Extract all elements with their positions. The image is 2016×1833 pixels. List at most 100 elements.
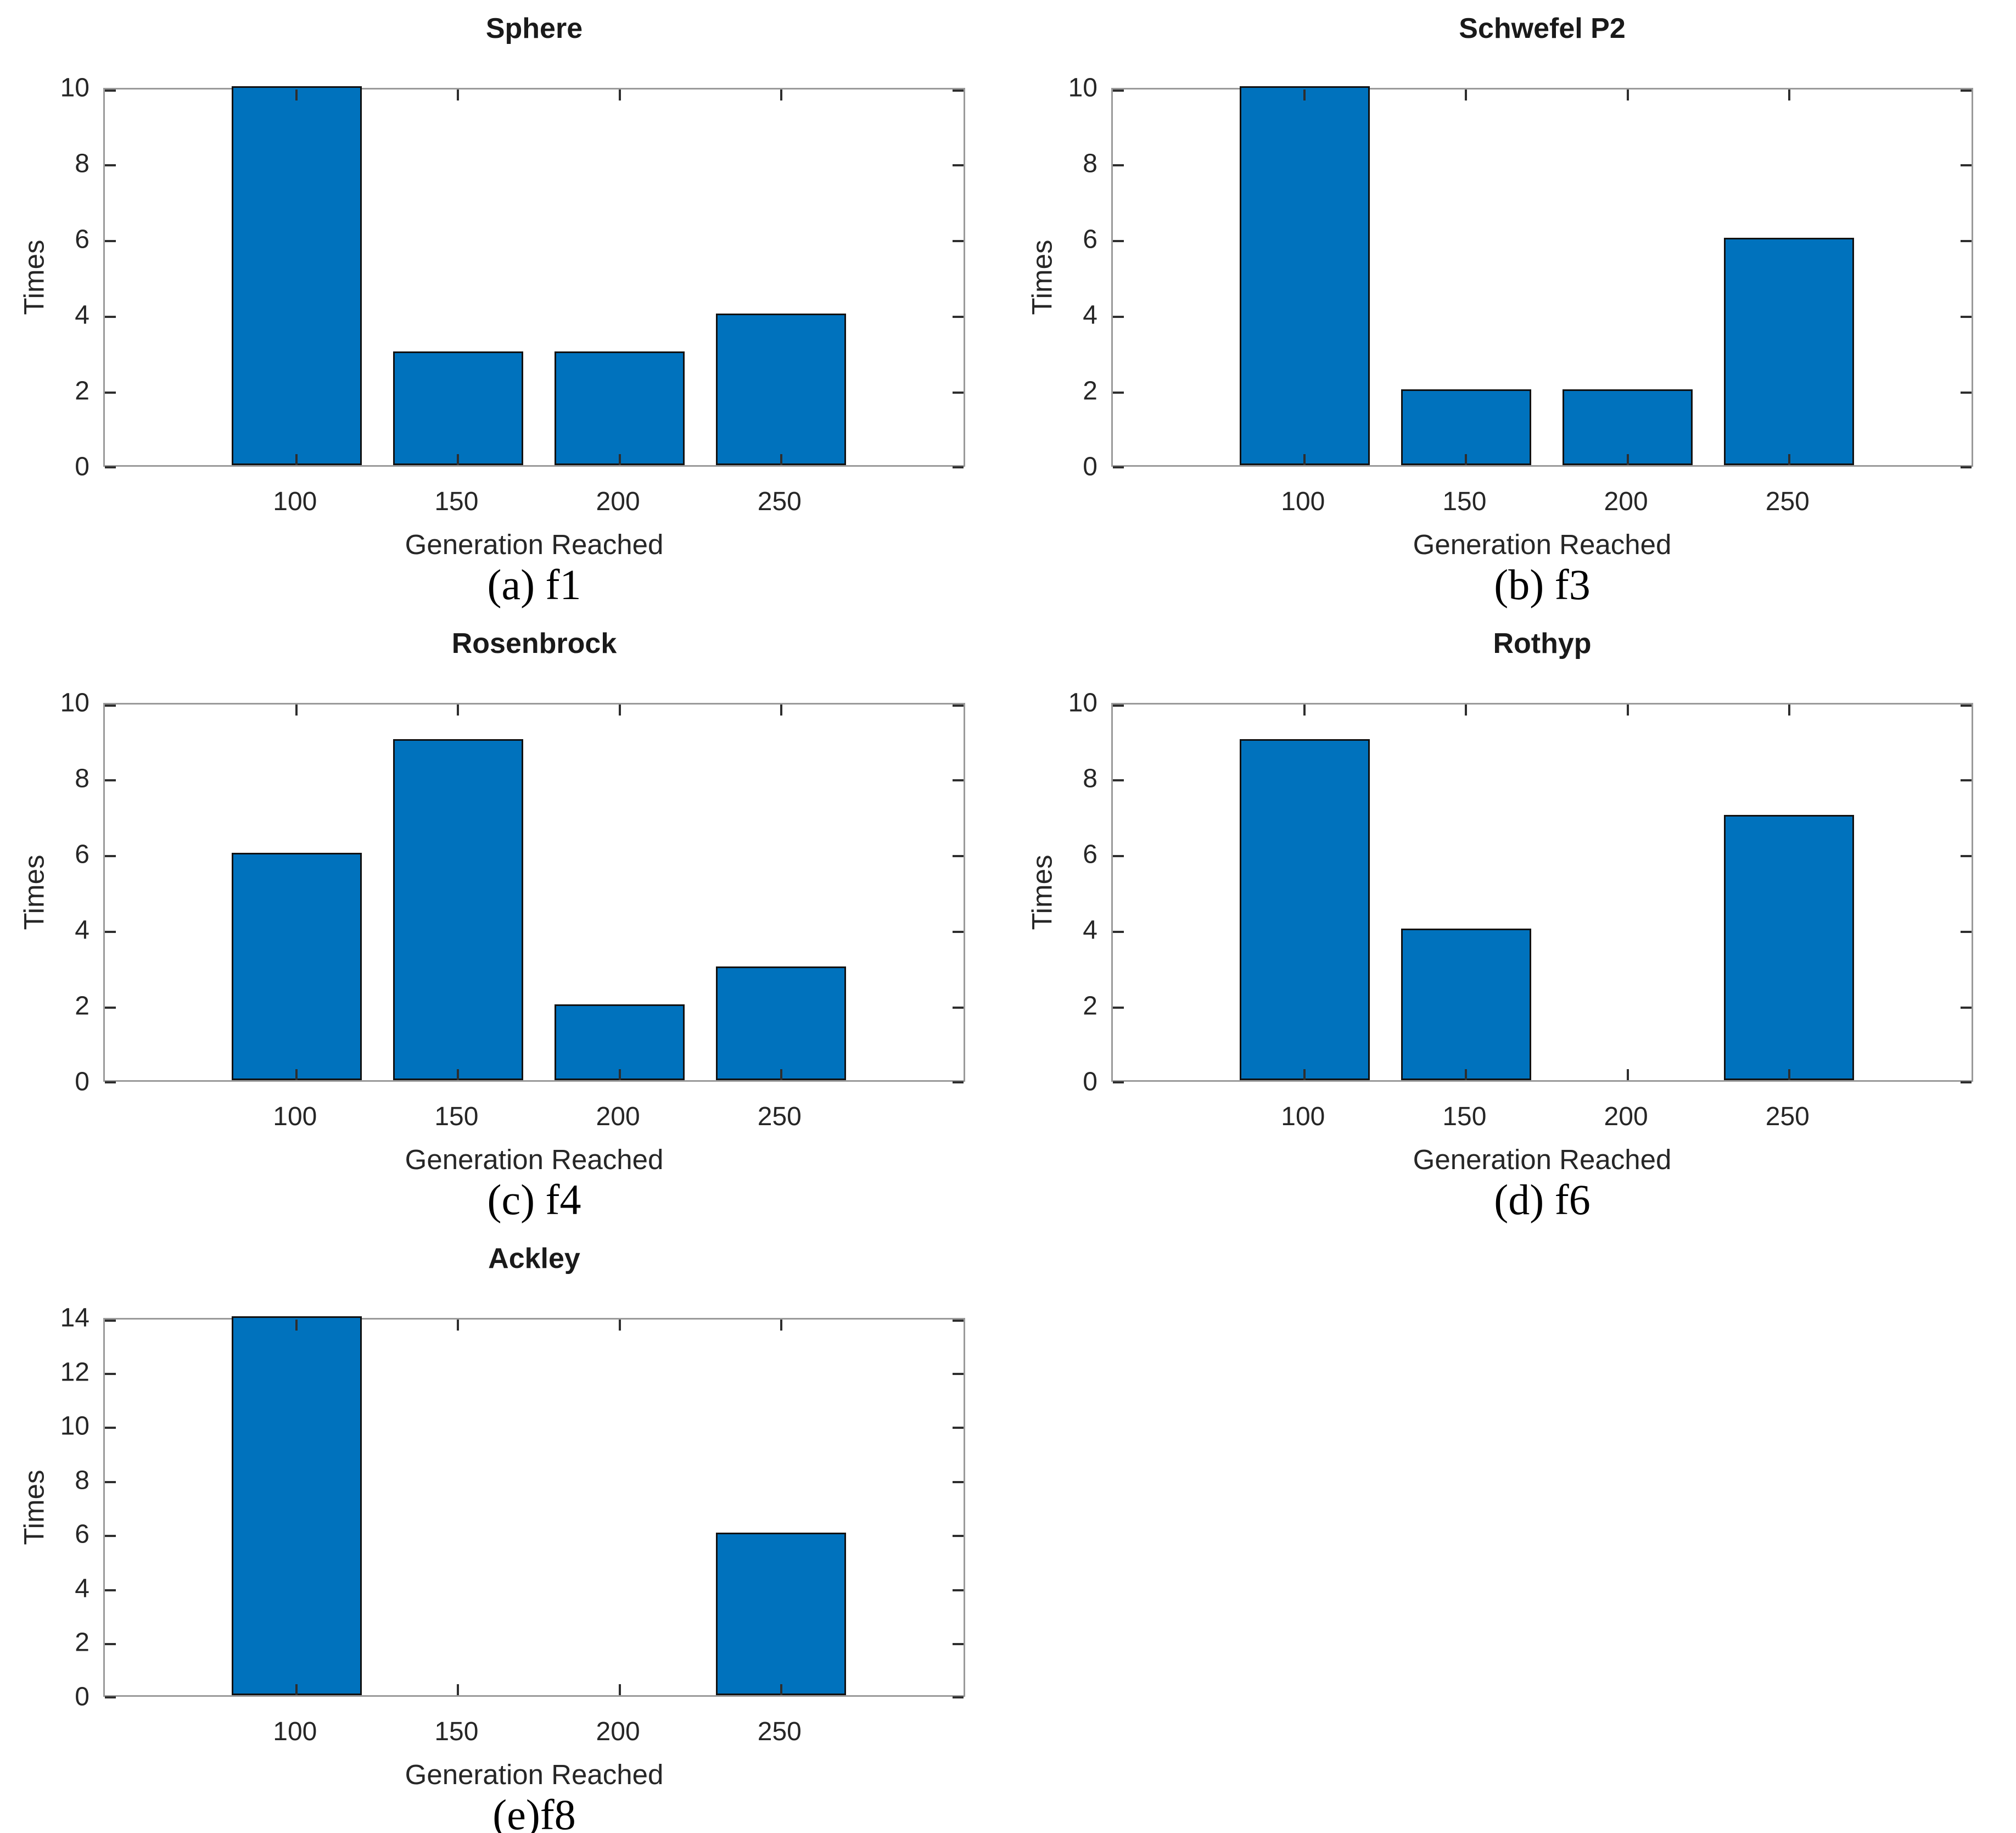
x-tick-mark (618, 454, 621, 465)
x-tick-label: 200 (1604, 487, 1648, 516)
x-tick-mark-top (1303, 705, 1306, 716)
y-tick-label: 2 (75, 376, 89, 406)
y-tick-mark (1113, 392, 1124, 394)
x-tick-mark (295, 1684, 298, 1695)
y-tick-mark-right (953, 1643, 964, 1646)
chart-title: Sphere (485, 13, 583, 44)
y-tick-mark (1113, 164, 1124, 166)
y-tick-mark (105, 1372, 116, 1375)
y-tick-mark (105, 1643, 116, 1646)
y-tick-label: 10 (1068, 73, 1097, 103)
x-tick-mark-top (780, 90, 782, 100)
x-tick-mark-top (780, 1320, 782, 1331)
y-tick-mark-right (1961, 466, 1972, 468)
x-tick-mark (1626, 1069, 1629, 1080)
y-tick-mark (105, 1696, 116, 1698)
y-tick-mark (105, 1589, 116, 1591)
y-tick-label: 14 (60, 1303, 89, 1333)
chart-cell-schwefel-p2: Schwefel P2 100 150 200 250 0 2 4 6 8 10 Generation… (1008, 0, 2016, 611)
x-tick-label: 150 (434, 1102, 479, 1131)
x-tick-mark (1788, 454, 1790, 465)
y-tick-label: 2 (75, 1628, 89, 1657)
y-tick-mark-right (1961, 931, 1972, 933)
y-tick-label: 8 (75, 764, 89, 793)
chart-title: Schwefel P2 (1459, 13, 1626, 44)
y-tick-mark-right (1961, 779, 1972, 781)
chart-caption: (a) f1 (487, 561, 581, 608)
x-axis-label: Generation Reached (1413, 1144, 1672, 1175)
x-tick-mark-top (1465, 705, 1468, 716)
y-tick-label: 10 (60, 688, 89, 718)
y-tick-mark (105, 1320, 116, 1322)
y-tick-label: 0 (75, 1682, 89, 1712)
x-tick-mark (1626, 454, 1629, 465)
x-tick-mark (1465, 1069, 1468, 1080)
y-tick-mark (1113, 316, 1124, 318)
bar-schwefel-p2-200 (1563, 389, 1693, 465)
x-tick-mark-top (1465, 90, 1468, 100)
x-tick-mark (295, 454, 298, 465)
y-tick-mark (105, 855, 116, 857)
y-tick-label: 4 (75, 915, 89, 945)
y-tick-mark-right (953, 779, 964, 781)
y-tick-mark-right (1961, 90, 1972, 92)
x-tick-mark (457, 454, 460, 465)
y-tick-label: 4 (1083, 915, 1097, 945)
chart-title: Rothyp (1493, 628, 1592, 660)
y-tick-label: 2 (1083, 991, 1097, 1021)
plot-area (103, 1316, 965, 1698)
y-tick-mark-right (1961, 392, 1972, 394)
y-tick-mark (105, 1007, 116, 1009)
chart-title: Rosenbrock (451, 628, 617, 660)
chart-cell-ackley: Ackley 100 150 200 250 0 2 4 6 8 10 12 14 Generation … (0, 1230, 1008, 1833)
y-tick-mark (1113, 705, 1124, 707)
y-tick-label: 0 (75, 452, 89, 482)
y-tick-label: 6 (75, 225, 89, 254)
y-tick-label: 12 (60, 1357, 89, 1387)
x-tick-mark-top (780, 705, 782, 716)
bar-schwefel-p2-100 (1239, 86, 1370, 465)
bar-sphere-150 (393, 351, 523, 465)
x-axis-label: Generation Reached (1413, 529, 1672, 560)
x-tick-label: 200 (596, 1717, 640, 1746)
x-axis-label: Generation Reached (405, 1759, 664, 1790)
x-tick-mark (457, 1684, 460, 1695)
y-tick-mark (105, 931, 116, 933)
x-tick-label: 250 (757, 487, 802, 516)
x-tick-mark (1303, 1069, 1306, 1080)
plot-area (1111, 86, 1973, 468)
y-tick-mark (105, 1535, 116, 1538)
bar-sphere-250 (716, 314, 847, 465)
y-tick-mark-right (953, 1427, 964, 1429)
y-tick-mark (105, 316, 116, 318)
y-tick-label: 0 (75, 1067, 89, 1097)
x-tick-mark (1788, 1069, 1790, 1080)
y-tick-mark (105, 164, 116, 166)
y-tick-mark-right (1961, 1081, 1972, 1083)
bar-rosenbrock-150 (393, 739, 523, 1080)
bar-rosenbrock-100 (231, 853, 362, 1080)
y-tick-mark (1113, 1007, 1124, 1009)
y-tick-label: 2 (1083, 376, 1097, 406)
y-axis-label: Times (1026, 239, 1058, 315)
y-tick-label: 6 (1083, 225, 1097, 254)
x-tick-label: 150 (1442, 487, 1487, 516)
y-tick-label: 4 (1083, 300, 1097, 330)
chart-cell-sphere: Sphere 100 150 200 250 0 2 4 6 8 10 Generation Reac… (0, 0, 1008, 611)
y-tick-label: 6 (75, 840, 89, 869)
y-tick-mark (1113, 779, 1124, 781)
x-tick-mark-top (618, 90, 621, 100)
x-tick-mark (780, 1684, 782, 1695)
y-tick-label: 0 (1083, 1067, 1097, 1097)
y-tick-mark (1113, 931, 1124, 933)
chart-caption: (d) f6 (1494, 1176, 1591, 1223)
y-tick-mark (105, 1081, 116, 1083)
y-tick-label: 4 (75, 300, 89, 330)
x-tick-label: 200 (1604, 1102, 1648, 1131)
y-tick-mark-right (953, 1320, 964, 1322)
y-tick-label: 8 (75, 1466, 89, 1495)
y-tick-mark-right (953, 90, 964, 92)
y-tick-label: 10 (60, 1411, 89, 1441)
x-tick-label: 250 (1765, 1102, 1810, 1131)
plot-area (103, 703, 965, 1083)
